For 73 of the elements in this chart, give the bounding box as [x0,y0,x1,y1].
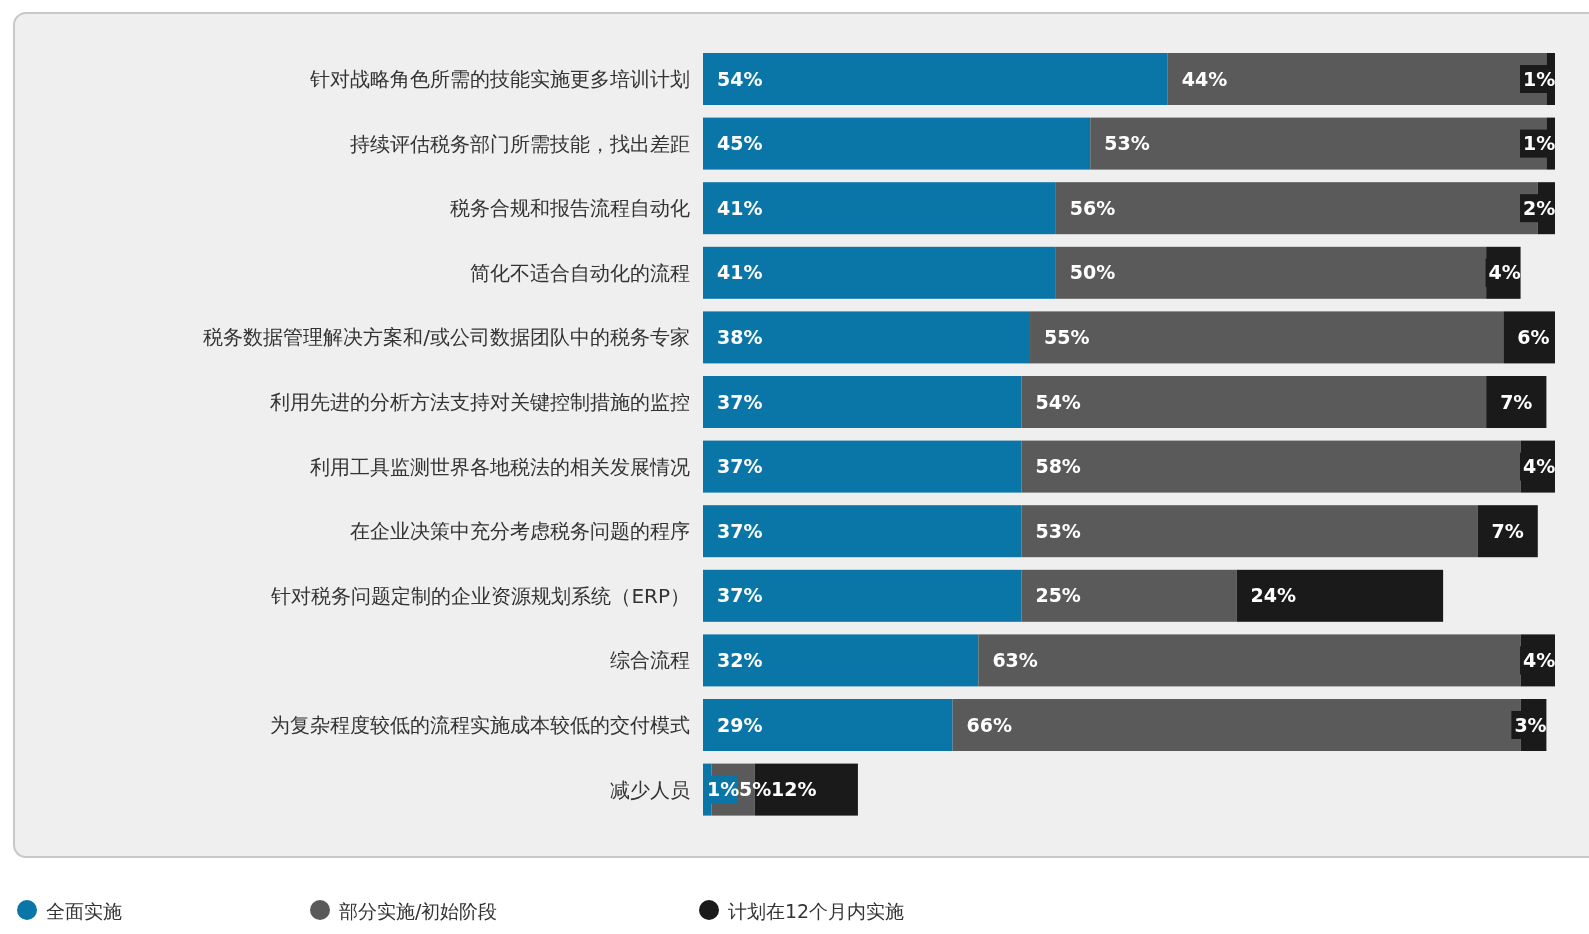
data-label: 41% [717,261,763,284]
data-label: 54% [717,67,763,90]
bar [1021,569,1237,622]
data-label: 41% [717,196,763,219]
data-label: 63% [992,649,1038,672]
data-label: 4% [1523,455,1556,478]
bar [703,569,1022,622]
bar [703,505,1022,558]
y-tick-label: 利用工具监测世界各地税法的相关发展情况 [310,454,690,479]
bar [1486,376,1547,428]
data-label: 66% [966,713,1013,736]
y-tick-label: 针对战略角色所需的技能实施更多培训计划 [309,67,690,91]
legend-label: 计划在12个月内实施 [728,899,905,922]
data-label: 50% [1069,261,1116,284]
data-label: 37% [717,584,763,607]
data-label: 2% [1523,196,1556,219]
data-label: 3% [1514,713,1547,736]
data-label: 1% [1523,67,1556,90]
data-label: 53% [1104,132,1150,155]
bar [703,53,1168,105]
y-tick-label: 利用先进的分析方法支持对关键控制措施的监控 [270,390,690,414]
y-tick-label: 减少人员 [610,777,690,802]
y-tick-label: 税务数据管理解决方案和/或公司数据团队中的税务专家 [203,325,690,350]
data-label: 1% [707,778,740,801]
data-label: 6% [1517,326,1550,349]
data-label: 24% [1250,584,1297,607]
y-tick-label: 持续评估税务部门所需技能，找出差距 [350,131,690,156]
bar [1030,311,1504,364]
data-label: 4% [1523,649,1556,672]
data-label: 55% [1044,326,1090,349]
bar [1055,246,1487,299]
data-label: 12% [771,778,817,801]
bar [978,634,1521,687]
y-tick-label: 综合流程 [610,648,690,673]
bar [1021,505,1478,558]
data-label: 37% [717,390,763,413]
legend-label: 全面实施 [46,899,122,922]
bar [703,182,1056,235]
legend-label: 部分实施/初始阶段 [339,899,498,922]
bar [703,376,1022,428]
bar [703,117,1091,170]
bar [1477,505,1538,558]
bar [703,311,1031,364]
y-tick-label: 针对税务问题定制的企业资源规划系统（ERP） [270,583,690,608]
data-label: 53% [1035,519,1081,542]
y-tick-label: 税务合规和报告流程自动化 [450,196,690,221]
data-label: 32% [717,649,763,672]
data-label: 54% [1035,390,1081,413]
data-label: 37% [717,455,763,478]
data-label: 7% [1500,390,1533,413]
data-label: 25% [1035,584,1081,607]
data-label: 58% [1035,455,1081,478]
bar [1236,569,1444,622]
bar [1021,376,1487,428]
data-label: 29% [717,713,763,736]
data-label: 44% [1181,67,1228,90]
bar [703,246,1056,299]
bar [703,699,953,751]
data-label: 37% [717,519,763,542]
bar [1021,440,1521,493]
bar [703,440,1022,493]
y-tick-label: 在企业决策中充分考虑税务问题的程序 [350,519,690,544]
data-label: 45% [717,132,763,155]
data-label: 38% [717,326,763,349]
data-label: 4% [1488,261,1521,284]
data-label: 56% [1069,196,1116,219]
data-label: 7% [1491,519,1524,542]
y-tick-label: 简化不适合自动化的流程 [470,260,690,285]
bar [1503,311,1555,364]
y-tick-label: 为复杂程度较低的流程实施成本较低的交付模式 [270,713,690,737]
bar [703,634,979,687]
data-label: 5% [739,778,772,801]
data-label: 1% [1523,132,1556,155]
